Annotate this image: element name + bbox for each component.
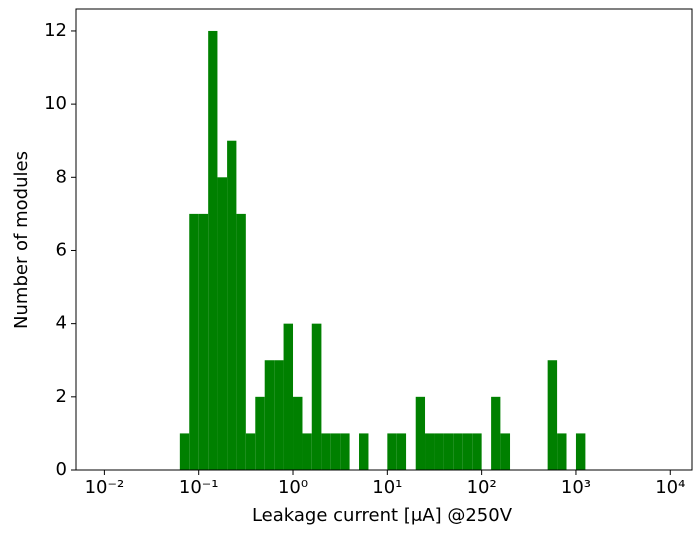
bar — [425, 433, 435, 470]
bar — [198, 213, 209, 470]
bar — [396, 433, 407, 470]
x-axis-label: Leakage current [μA] @250V — [252, 505, 513, 526]
bar — [293, 396, 303, 470]
y-axis-label: Number of modules — [11, 151, 32, 329]
x-tick-label: 10¹ — [372, 477, 402, 498]
bar — [321, 433, 331, 470]
bar — [302, 433, 312, 470]
x-tick-label: 10³ — [561, 477, 591, 498]
bar — [575, 433, 586, 470]
y-tick-label: 8 — [56, 166, 67, 187]
bar — [462, 433, 473, 470]
bar — [217, 177, 228, 471]
bar — [415, 396, 426, 470]
bar — [245, 433, 256, 470]
x-tick-label: 10⁻¹ — [179, 477, 219, 498]
bar — [491, 396, 501, 470]
bar — [472, 433, 482, 470]
bar — [255, 396, 265, 470]
y-tick-label: 2 — [56, 386, 67, 407]
bar — [274, 360, 284, 470]
plot-frame — [75, 8, 693, 471]
y-tick-label: 0 — [56, 459, 67, 480]
bar — [500, 433, 511, 470]
bar — [387, 433, 397, 470]
bar — [443, 433, 454, 470]
bar — [359, 433, 369, 470]
bar — [453, 433, 463, 470]
bar — [227, 140, 237, 470]
x-tick-label: 10⁴ — [655, 477, 685, 498]
y-tick-label: 10 — [44, 93, 67, 114]
bar — [283, 323, 294, 470]
bar — [189, 213, 199, 470]
bar — [330, 433, 341, 470]
bar — [311, 323, 322, 470]
y-tick-label: 12 — [44, 20, 67, 41]
bar — [547, 360, 558, 470]
y-tick-label: 6 — [56, 239, 67, 260]
bar — [557, 433, 567, 470]
bar — [236, 213, 246, 470]
bar — [434, 433, 444, 470]
bar — [208, 30, 218, 470]
bar — [340, 433, 350, 470]
bar — [179, 433, 190, 470]
x-tick-label: 10⁰ — [278, 477, 308, 498]
bar — [264, 360, 275, 470]
x-tick-label: 10⁻² — [85, 477, 125, 498]
y-tick-label: 4 — [56, 313, 67, 334]
x-tick-label: 10² — [467, 477, 497, 498]
